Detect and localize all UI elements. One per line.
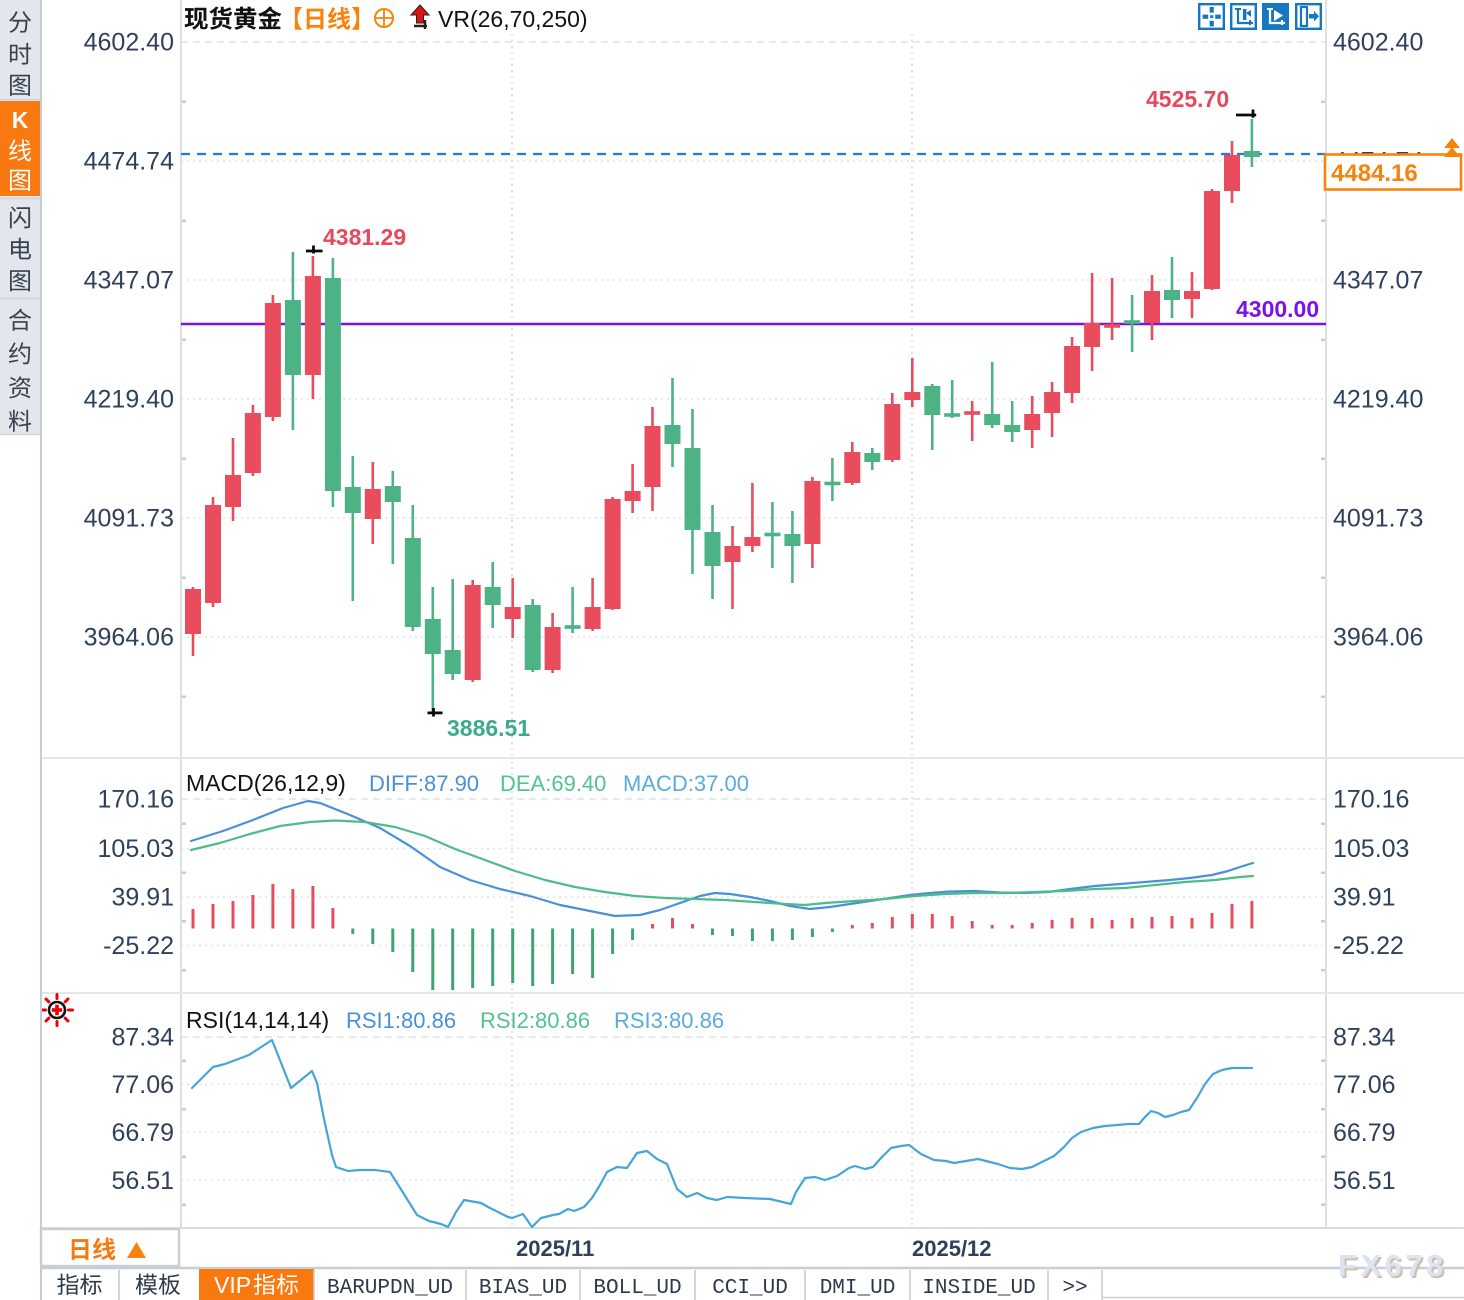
svg-text:56.51: 56.51 <box>111 1167 174 1195</box>
svg-text:87.34: 87.34 <box>1333 1024 1396 1052</box>
svg-text:RSI2:80.86: RSI2:80.86 <box>480 1008 590 1033</box>
svg-text:4219.40: 4219.40 <box>84 386 174 414</box>
svg-text:4347.07: 4347.07 <box>84 267 174 295</box>
svg-text:CCI_UD: CCI_UD <box>712 1277 788 1300</box>
svg-text:105.03: 105.03 <box>1333 835 1409 863</box>
svg-text:RSI1:80.86: RSI1:80.86 <box>346 1008 456 1033</box>
svg-text:DMI_UD: DMI_UD <box>820 1277 896 1300</box>
svg-text:56.51: 56.51 <box>1333 1167 1396 1195</box>
svg-text:4484.16: 4484.16 <box>1331 160 1418 187</box>
svg-text:4602.40: 4602.40 <box>1333 29 1423 57</box>
svg-text:3886.51: 3886.51 <box>447 715 530 741</box>
svg-text:39.91: 39.91 <box>1333 884 1396 912</box>
svg-text:VIP: VIP <box>214 1272 251 1298</box>
svg-text:66.79: 66.79 <box>111 1119 174 1147</box>
svg-text:66.79: 66.79 <box>1333 1119 1396 1147</box>
svg-text:FX678: FX678 <box>1340 1250 1449 1285</box>
svg-text:BIAS_UD: BIAS_UD <box>479 1277 567 1300</box>
svg-text:VR(26,70,250): VR(26,70,250) <box>438 6 588 32</box>
svg-text:3964.06: 3964.06 <box>84 624 174 652</box>
svg-text:RSI3:80.86: RSI3:80.86 <box>614 1008 724 1033</box>
svg-text:39.91: 39.91 <box>111 884 174 912</box>
svg-text:4300.00: 4300.00 <box>1236 296 1319 322</box>
svg-text:77.06: 77.06 <box>1333 1071 1396 1099</box>
svg-text:77.06: 77.06 <box>111 1071 174 1099</box>
svg-text:87.34: 87.34 <box>111 1024 174 1052</box>
svg-text:2025/11: 2025/11 <box>516 1236 594 1261</box>
svg-text:FX678: FX678 <box>1338 1248 1447 1283</box>
svg-text:4474.74: 4474.74 <box>84 148 174 176</box>
svg-text:>>: >> <box>1062 1277 1087 1300</box>
svg-text:BOLL_UD: BOLL_UD <box>593 1277 681 1300</box>
svg-text:3964.06: 3964.06 <box>1333 624 1423 652</box>
svg-text:2025/12: 2025/12 <box>912 1236 992 1261</box>
svg-text:4091.73: 4091.73 <box>84 505 174 533</box>
svg-text:4381.29: 4381.29 <box>323 224 406 250</box>
svg-text:DIFF:87.90: DIFF:87.90 <box>369 771 479 796</box>
svg-text:MACD:37.00: MACD:37.00 <box>623 771 749 796</box>
svg-text:4525.70: 4525.70 <box>1146 86 1229 112</box>
svg-text:105.03: 105.03 <box>98 835 174 863</box>
svg-text:170.16: 170.16 <box>1333 786 1409 814</box>
svg-text:RSI(14,14,14): RSI(14,14,14) <box>186 1007 329 1033</box>
svg-text:K: K <box>12 107 29 133</box>
svg-text:-25.22: -25.22 <box>1333 932 1404 960</box>
svg-text:4219.40: 4219.40 <box>1333 386 1423 414</box>
svg-text:BARUPDN_UD: BARUPDN_UD <box>327 1277 453 1300</box>
svg-text:-25.22: -25.22 <box>103 932 174 960</box>
svg-text:4091.73: 4091.73 <box>1333 505 1423 533</box>
svg-text:MACD(26,12,9): MACD(26,12,9) <box>186 770 346 796</box>
svg-text:4347.07: 4347.07 <box>1333 267 1423 295</box>
svg-text:DEA:69.40: DEA:69.40 <box>500 771 606 796</box>
svg-text:170.16: 170.16 <box>98 786 174 814</box>
svg-text:4602.40: 4602.40 <box>84 29 174 57</box>
svg-text:INSIDE_UD: INSIDE_UD <box>922 1277 1035 1300</box>
